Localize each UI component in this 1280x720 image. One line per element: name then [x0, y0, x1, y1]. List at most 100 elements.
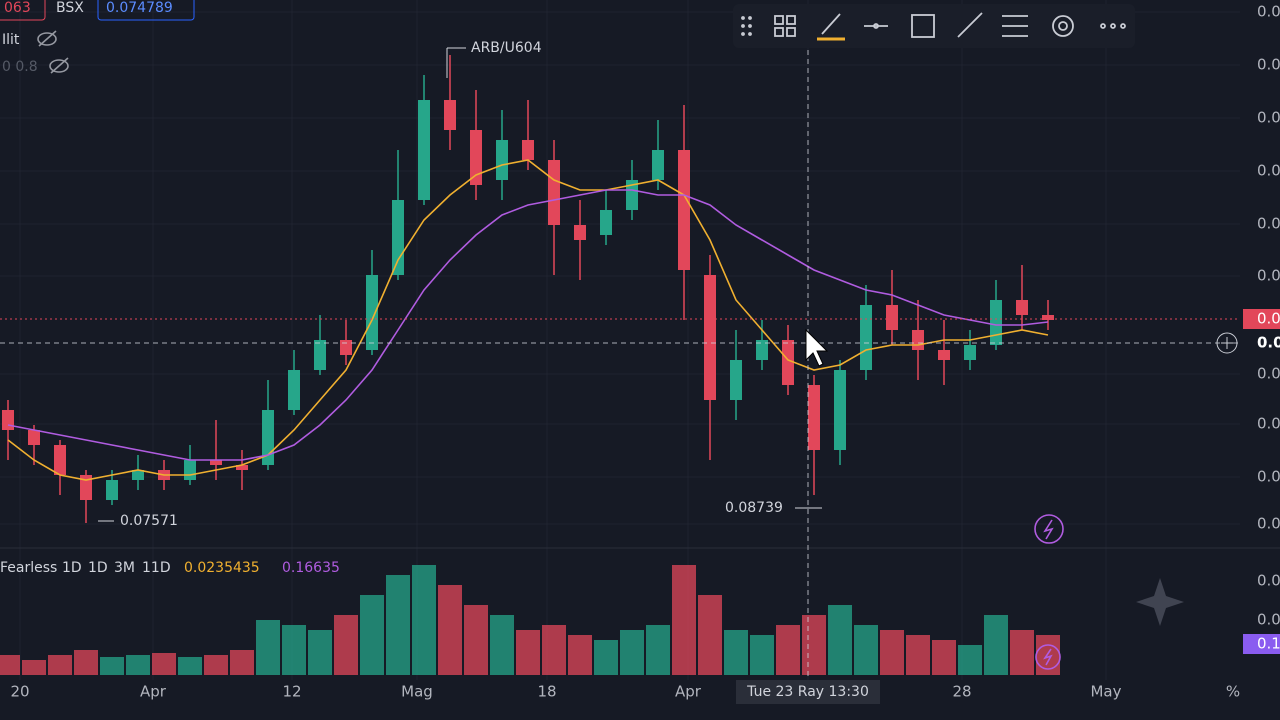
- candle-body: [626, 180, 638, 210]
- volume-price-box: [1243, 634, 1280, 654]
- indicator-legend: Fearless 1D 1D 3M 11D 0.0235435 0.16635: [0, 560, 340, 576]
- volume-bar: [230, 650, 254, 675]
- candle-body: [912, 330, 924, 350]
- candle-body: [54, 445, 66, 475]
- volume-bar: [906, 635, 930, 675]
- moving-average: [7, 159, 1049, 481]
- symbol[interactable]: BSX: [56, 0, 84, 16]
- candle-body: [366, 275, 378, 350]
- alert-icons[interactable]: [1034, 514, 1064, 670]
- volume-bar: [984, 615, 1008, 675]
- volume-bar: [256, 620, 280, 675]
- volume-bar: [490, 615, 514, 675]
- volume-bar: [750, 635, 774, 675]
- candle-body: [288, 370, 300, 410]
- indicator-interval: 11D: [142, 560, 171, 576]
- badge: 063: [4, 0, 31, 16]
- candle-body: [522, 140, 534, 160]
- price-axis-label: 0.0: [1257, 415, 1280, 433]
- volume-bar: [0, 655, 20, 675]
- rectangle-button[interactable]: [911, 14, 935, 38]
- legend-row: 0 0.8: [2, 59, 38, 75]
- indicator-value: 0.16635: [282, 560, 340, 576]
- candle-body: [782, 340, 794, 385]
- volume-bar: [724, 630, 748, 675]
- volume-bar: [282, 625, 306, 675]
- candle-body: [496, 140, 508, 180]
- volume-bar: [74, 650, 98, 675]
- candle-body: [990, 300, 1002, 345]
- price-axis-label: 0.0: [1257, 515, 1280, 533]
- candle-body: [2, 410, 14, 430]
- trend-line-button[interactable]: [957, 12, 983, 38]
- candle-body: [1016, 300, 1028, 315]
- candle-body: [236, 465, 248, 470]
- price-axis-label: 0.0: [1257, 267, 1280, 285]
- add-button[interactable]: [1216, 332, 1238, 354]
- price-axis-label: 0.0: [1257, 109, 1280, 127]
- volume-bar: [386, 575, 410, 675]
- eye-icons[interactable]: [37, 30, 69, 74]
- more-button[interactable]: [1100, 23, 1126, 29]
- current-price-label: 0.0: [1257, 310, 1280, 328]
- annotation: 0.08739: [725, 500, 783, 516]
- volume-axis-label: 0.0: [1257, 611, 1280, 629]
- candle-body: [444, 100, 456, 130]
- moving-average: [7, 189, 1049, 461]
- volume-bar: [854, 625, 878, 675]
- pencil-button[interactable]: [817, 13, 845, 41]
- x-axis-label: 28: [952, 683, 971, 701]
- x-axis-label: Apr: [675, 683, 702, 701]
- candle-body: [886, 305, 898, 330]
- sparkle: [1136, 578, 1184, 626]
- settings-button[interactable]: [1052, 15, 1074, 37]
- candle-body: [574, 225, 586, 240]
- volume-bar: [672, 565, 696, 675]
- crosshair-time-label: Tue 23 Ray 13:30: [746, 684, 869, 700]
- header-price: 0.074789: [106, 0, 173, 16]
- candle-body: [210, 460, 222, 465]
- candle-body: [860, 305, 872, 370]
- volume-bar: [100, 657, 124, 675]
- volume-bar: [542, 625, 566, 675]
- price-axis-label: 0.0: [1257, 3, 1280, 21]
- candle-body: [28, 430, 40, 445]
- layout-button[interactable]: [774, 15, 796, 37]
- volume-bar: [880, 630, 904, 675]
- candle-body: [1042, 315, 1054, 320]
- candle-body: [106, 480, 118, 500]
- volume-bar: [334, 615, 358, 675]
- candle-body: [730, 360, 742, 400]
- price-axis-label: 0.0: [1257, 162, 1280, 180]
- volume-bar: [204, 655, 228, 675]
- horizontal-line-button[interactable]: [864, 23, 888, 29]
- candle-body: [132, 470, 144, 480]
- moving-averages: [7, 159, 1049, 481]
- candle-body: [678, 150, 690, 270]
- volume-bar: [152, 653, 176, 675]
- axes: 0.0 0.0 0.0 0.0 0.0 0.0 0.0 0.0 0.0 0.0 0.0 0.0 0.0 0…: [10, 3, 1280, 704]
- volume-bar: [932, 640, 956, 675]
- candle-body: [808, 385, 820, 450]
- x-axis-label: 18: [537, 683, 556, 701]
- add-button-plus: [1221, 337, 1233, 349]
- volume-bar: [620, 630, 644, 675]
- price-axis-label: 0.0: [1257, 365, 1280, 383]
- drag-handle[interactable]: [741, 16, 752, 36]
- volume-bar: [828, 605, 852, 675]
- fib-button[interactable]: [1002, 15, 1028, 37]
- candle-body: [756, 340, 768, 360]
- x-axis-label: 20: [10, 683, 29, 701]
- candle-body: [938, 350, 950, 360]
- candle-body: [184, 460, 196, 480]
- volume-bar: [594, 640, 618, 675]
- badge-box: [0, 0, 46, 21]
- candle-body: [392, 200, 404, 275]
- price-axis-label: 0.0: [1257, 468, 1280, 486]
- volume-bar: [126, 655, 150, 675]
- candle-body: [548, 160, 560, 225]
- volume-bar: [516, 630, 540, 675]
